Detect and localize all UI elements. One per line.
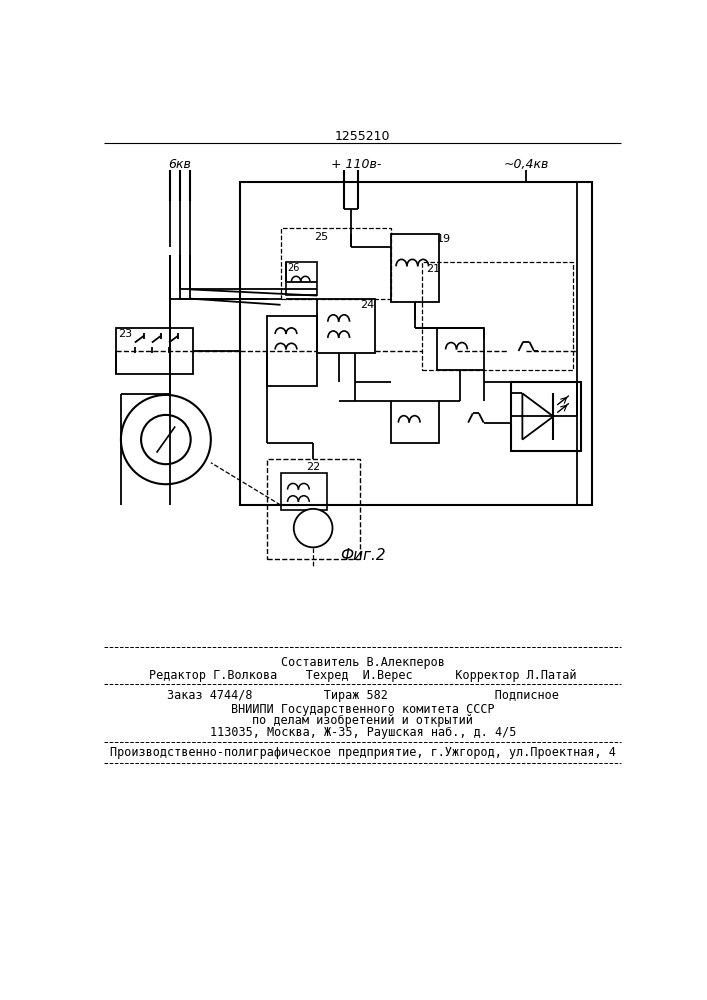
Text: 24: 24	[360, 300, 374, 310]
Text: Фиг.2: Фиг.2	[340, 548, 385, 563]
Text: 25: 25	[314, 232, 328, 242]
Text: ~0,4кв: ~0,4кв	[503, 158, 549, 171]
Text: 22: 22	[306, 462, 320, 472]
Circle shape	[141, 415, 191, 464]
Text: 26: 26	[288, 263, 300, 273]
Text: 1255210: 1255210	[335, 130, 390, 143]
Text: по делам изобретений и открытий: по делам изобретений и открытий	[252, 714, 473, 727]
Text: Производственно-полиграфическое предприятие, г.Ужгород, ул.Проектная, 4: Производственно-полиграфическое предприя…	[110, 746, 616, 759]
Text: 6кв: 6кв	[168, 158, 192, 171]
Text: Редактор Г.Волкова    Техред  И.Верес      Корректор Л.Патай: Редактор Г.Волкова Техред И.Верес Коррек…	[149, 669, 576, 682]
Text: 19: 19	[437, 234, 451, 244]
Text: ВНИИПИ Государственного комитета СССР: ВНИИПИ Государственного комитета СССР	[231, 703, 494, 716]
Text: 23: 23	[118, 329, 132, 339]
Text: + 110в-: + 110в-	[331, 158, 381, 171]
Circle shape	[121, 395, 211, 484]
Circle shape	[293, 509, 332, 547]
Text: 21: 21	[426, 264, 440, 274]
Text: Составитель В.Алекперов: Составитель В.Алекперов	[281, 656, 445, 669]
Text: Заказ 4744/8          Тираж 582               Подписное: Заказ 4744/8 Тираж 582 Подписное	[167, 689, 559, 702]
Text: 113035, Москва, Ж-35, Раушская наб., д. 4/5: 113035, Москва, Ж-35, Раушская наб., д. …	[209, 726, 516, 739]
